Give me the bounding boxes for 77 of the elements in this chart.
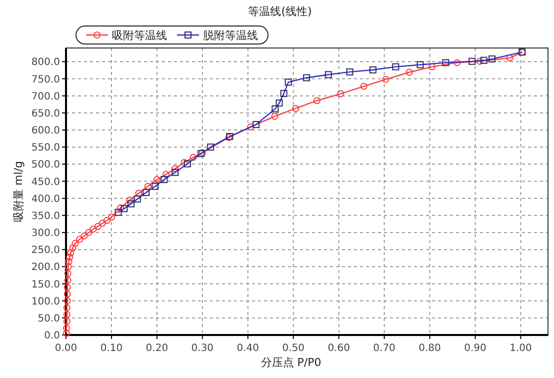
point [153, 176, 160, 184]
point [66, 254, 74, 261]
point [172, 165, 179, 172]
y-tick-label: 0.0 [44, 330, 60, 342]
point [180, 158, 188, 166]
point [247, 123, 254, 130]
y-tick-label: 700.0 [31, 91, 60, 102]
x-tick-label: 1.00 [510, 343, 532, 354]
y-tick-label: 450.0 [31, 176, 60, 188]
point [94, 222, 102, 230]
point [62, 324, 70, 332]
point [126, 196, 134, 204]
y-tick-label: 800.0 [31, 57, 60, 68]
y-tick-label: 550.0 [31, 142, 60, 154]
point [382, 76, 390, 83]
x-tick-label: 0.10 [100, 343, 123, 354]
point [144, 182, 152, 190]
point [64, 276, 72, 284]
point [454, 59, 461, 66]
x-tick-label: 0.70 [373, 343, 396, 354]
y-tick-label: 50.0 [38, 313, 60, 324]
x-tick-label: 0.50 [282, 343, 304, 354]
y-tick-label: 500.0 [31, 160, 60, 171]
x-tick-label: 0.80 [418, 343, 441, 354]
y-tick-label: 150.0 [31, 279, 60, 290]
point [406, 68, 413, 76]
point [428, 63, 436, 70]
point [135, 190, 142, 197]
legend-label: 脱附等温线 [203, 29, 258, 42]
point [80, 232, 88, 240]
point [85, 229, 92, 236]
point [90, 226, 97, 233]
x-tick-label: 0.30 [191, 343, 214, 354]
point [108, 214, 115, 221]
x-tick-label: 0.00 [54, 343, 78, 354]
point [63, 318, 70, 325]
point [67, 250, 74, 256]
y-tick-label: 250.0 [31, 245, 60, 256]
point [162, 170, 170, 178]
x-tick-label: 0.60 [328, 343, 350, 354]
point [69, 244, 76, 252]
chart-title: 等温线(线性) [248, 5, 312, 18]
point [98, 220, 106, 227]
y-tick-label: 400.0 [31, 194, 60, 205]
point [72, 240, 79, 247]
y-axis-title: 吸附量 ml/g [12, 161, 25, 222]
point [314, 97, 321, 104]
y-tick-label: 750.0 [31, 74, 60, 86]
point [506, 54, 514, 62]
legend-label: 吸附等温线 [112, 29, 167, 42]
y-tick-label: 650.0 [31, 108, 60, 120]
point [63, 311, 70, 318]
point [64, 290, 71, 298]
point [64, 263, 72, 270]
point [337, 90, 344, 98]
y-tick-label: 600.0 [31, 126, 60, 136]
point [271, 112, 278, 120]
point [64, 284, 71, 291]
point [190, 154, 197, 161]
x-tick-label: 0.40 [236, 343, 260, 354]
point [64, 270, 72, 277]
x-axis-title: 分压点 P/P0 [260, 356, 322, 369]
y-tick-label: 300.0 [31, 228, 60, 239]
point [64, 297, 71, 304]
point [292, 104, 300, 112]
y-tick-label: 100.0 [31, 296, 60, 308]
point [476, 58, 484, 65]
point [63, 304, 70, 312]
y-tick-label: 200.0 [31, 262, 60, 274]
point [360, 82, 368, 90]
y-tick-label: 350.0 [31, 210, 60, 222]
point [76, 236, 84, 243]
point [65, 258, 72, 266]
x-tick-label: 0.90 [464, 343, 486, 354]
x-tick-label: 0.20 [146, 343, 168, 354]
point [117, 204, 124, 212]
point [103, 217, 110, 224]
